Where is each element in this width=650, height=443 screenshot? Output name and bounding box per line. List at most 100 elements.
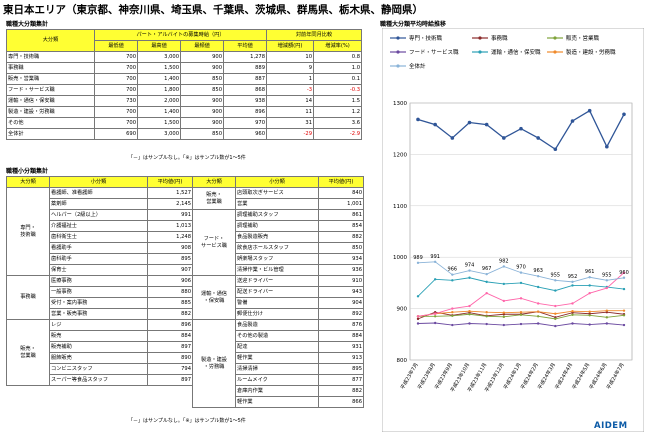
minor-item-avg: 896: [147, 319, 193, 331]
data-point: [468, 269, 471, 272]
data-point: [554, 324, 557, 328]
minor-item-name: 食品製造販売: [235, 231, 319, 243]
minor-item-avg: 1,001: [318, 198, 364, 210]
minor-table-right: 大分類 小分類 平均値(円) 販売・ 営業職 店頭取次ぎサービス 840 営業 1,001 フー…: [192, 176, 364, 408]
minor-item-avg: 882: [318, 385, 364, 397]
data-point: [571, 284, 574, 287]
minor-item-name: 飲食店ホールスタッフ: [235, 242, 319, 254]
minor-item-name: 販売: [49, 330, 148, 342]
row-label: 運輸・通信・保安職: [6, 95, 95, 107]
major-table: 大分類 パート・アルバイトの募集時給（円） 対前年同月比較 最低値 最高値 最頻値平…: [6, 29, 363, 140]
major-row: 製造・建設・労務職 700 1,400 900 896 11 1.2: [6, 106, 363, 118]
minor-group-label: フード・ サービス職: [192, 209, 236, 276]
data-point: [416, 295, 420, 298]
minor-item-name: コンビニスタッフ: [49, 363, 148, 375]
minor-item-name: 警備: [235, 297, 319, 309]
data-point: [519, 297, 523, 300]
minor-row: 食品製造販売 882: [193, 231, 364, 243]
data-point: [588, 314, 591, 317]
minor-item-avg: 904: [318, 297, 364, 309]
cell-diff: -3: [266, 84, 315, 96]
data-label: 961: [585, 269, 595, 275]
minor-item-name: 配達: [235, 341, 319, 353]
cell-max: 2,000: [137, 95, 181, 107]
minor-row: 事務職 医療事務 906: [6, 275, 193, 320]
cell-max: 1,500: [137, 62, 181, 74]
col-header: 増減率(%): [313, 40, 363, 52]
minor-row: 製造・建設 ・労務職 食品製造 876: [192, 319, 364, 408]
data-point: [433, 278, 437, 281]
data-point: [433, 321, 437, 325]
minor-row: 清掃清掃 895: [193, 363, 364, 375]
minor-item-name: 保育士: [49, 264, 148, 276]
plot-area: [409, 102, 633, 361]
data-point: [451, 273, 454, 276]
data-point: [451, 314, 454, 317]
legend-label: 専門・技術職: [409, 34, 443, 42]
minor-row: ヘルパー（2級以上） 991: [7, 209, 193, 221]
major-heading: 職種大分類集計: [6, 21, 49, 28]
data-point: [485, 310, 488, 314]
data-point: [622, 323, 626, 327]
data-point: [433, 315, 437, 318]
minor-item-name: その他の製造: [235, 330, 319, 342]
minor-item-name: 販売補助: [49, 341, 148, 353]
minor-item-avg: 1,527: [147, 187, 193, 199]
minor-item-name: レジ: [49, 319, 148, 331]
data-point: [433, 122, 437, 127]
major-row: フード・サービス職 700 1,800 850 868 -3 -0.3: [6, 84, 363, 96]
data-point: [433, 260, 437, 264]
cell-avg: 938: [222, 95, 268, 107]
row-label: その他: [6, 117, 95, 129]
row-label: 販売・営業職: [6, 73, 95, 85]
cell-min: 700: [94, 73, 138, 85]
minor-item-avg: 897: [147, 341, 193, 353]
cell-mode: 900: [180, 117, 224, 129]
data-label: 982: [499, 258, 509, 264]
col-minor: 小分類: [49, 176, 148, 188]
data-point: [451, 307, 454, 310]
major-row: 事務職 700 1,500 900 889 9 1.0: [6, 62, 363, 74]
minor-item-avg: 897: [147, 374, 193, 386]
cell-diff: 11: [266, 106, 315, 118]
data-point: [554, 317, 557, 321]
minor-item-avg: 1,248: [147, 231, 193, 243]
minor-group-label: 専門・ 技術職: [6, 187, 50, 276]
minor-item-avg: 931: [318, 341, 364, 353]
minor-item-name: 営業・販売事務: [49, 308, 148, 320]
minor-item-avg: 876: [318, 319, 364, 331]
minor-group-label: 販売・ 営業職: [192, 187, 236, 210]
col-header: 最低値: [94, 40, 138, 52]
data-point: [554, 279, 557, 282]
minor-item-avg: 907: [147, 264, 193, 276]
minor-item-name: 娯楽場スタッフ: [235, 253, 319, 265]
major-row: 販売・営業職 700 1,400 850 887 1 0.1: [6, 73, 363, 85]
data-point: [536, 322, 540, 325]
legend-label: 全体計: [409, 62, 426, 70]
data-label: 955: [602, 272, 612, 278]
col-minor: 小分類: [235, 176, 319, 188]
data-label: 963: [533, 268, 543, 274]
cell-rate: 1.2: [313, 106, 363, 118]
cell-max: 1,400: [137, 73, 181, 85]
minor-item-avg: 895: [147, 253, 193, 265]
data-point: [571, 302, 574, 305]
data-point: [588, 276, 591, 279]
col-header: 平均値: [222, 40, 268, 52]
data-point: [502, 265, 506, 268]
minor-row: 軽作業 866: [193, 396, 364, 408]
col-major-category: 大分類: [6, 29, 95, 52]
legend-marker: [478, 50, 482, 54]
data-point: [485, 272, 488, 276]
minor-row: 看護助手 908: [7, 242, 193, 254]
cell-avg: 1,278: [222, 51, 268, 63]
aidem-logo: AIDEM: [594, 421, 628, 431]
minor-item-name: 店頭取次ぎサービス: [235, 187, 319, 199]
cell-mode: 850: [180, 128, 224, 140]
minor-row: 歯科助手 895: [7, 253, 193, 265]
data-point: [484, 122, 489, 127]
data-point: [622, 314, 626, 317]
cell-avg: 868: [222, 84, 268, 96]
data-label: 960: [619, 270, 629, 276]
col-group-wage: パート・アルバイトの募集時給（円）: [93, 29, 268, 41]
